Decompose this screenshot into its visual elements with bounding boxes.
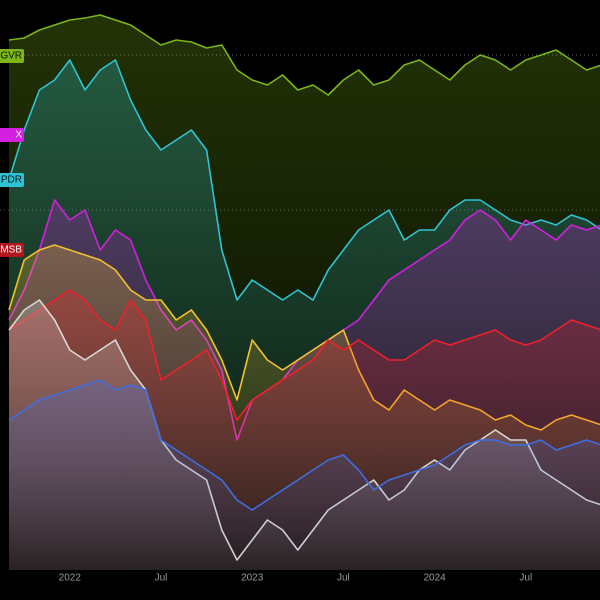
- legend-label: X: [15, 130, 22, 141]
- legend-swatch: [0, 243, 24, 257]
- x-tick-label: Jul: [337, 573, 350, 584]
- legend-label: MSB: [0, 245, 22, 256]
- legend-swatch: [0, 173, 24, 187]
- x-tick-label: 2024: [423, 573, 446, 584]
- legend-swatch: [0, 128, 24, 142]
- legend-swatch: [0, 49, 24, 63]
- x-tick-label: 2023: [241, 573, 264, 584]
- x-tick-label: 2022: [59, 573, 82, 584]
- series-line: [8, 379, 600, 511]
- series-line: [8, 14, 600, 96]
- legend-label: PDR: [1, 175, 22, 186]
- legend: +GVR PDR X MSB: [0, 49, 24, 257]
- x-tick-label: Jul: [519, 573, 532, 584]
- series-line: [8, 289, 600, 421]
- legend-label: +GVR: [0, 51, 22, 62]
- plot: [8, 14, 600, 570]
- x-tick-label: Jul: [155, 573, 168, 584]
- series-line: [8, 59, 600, 301]
